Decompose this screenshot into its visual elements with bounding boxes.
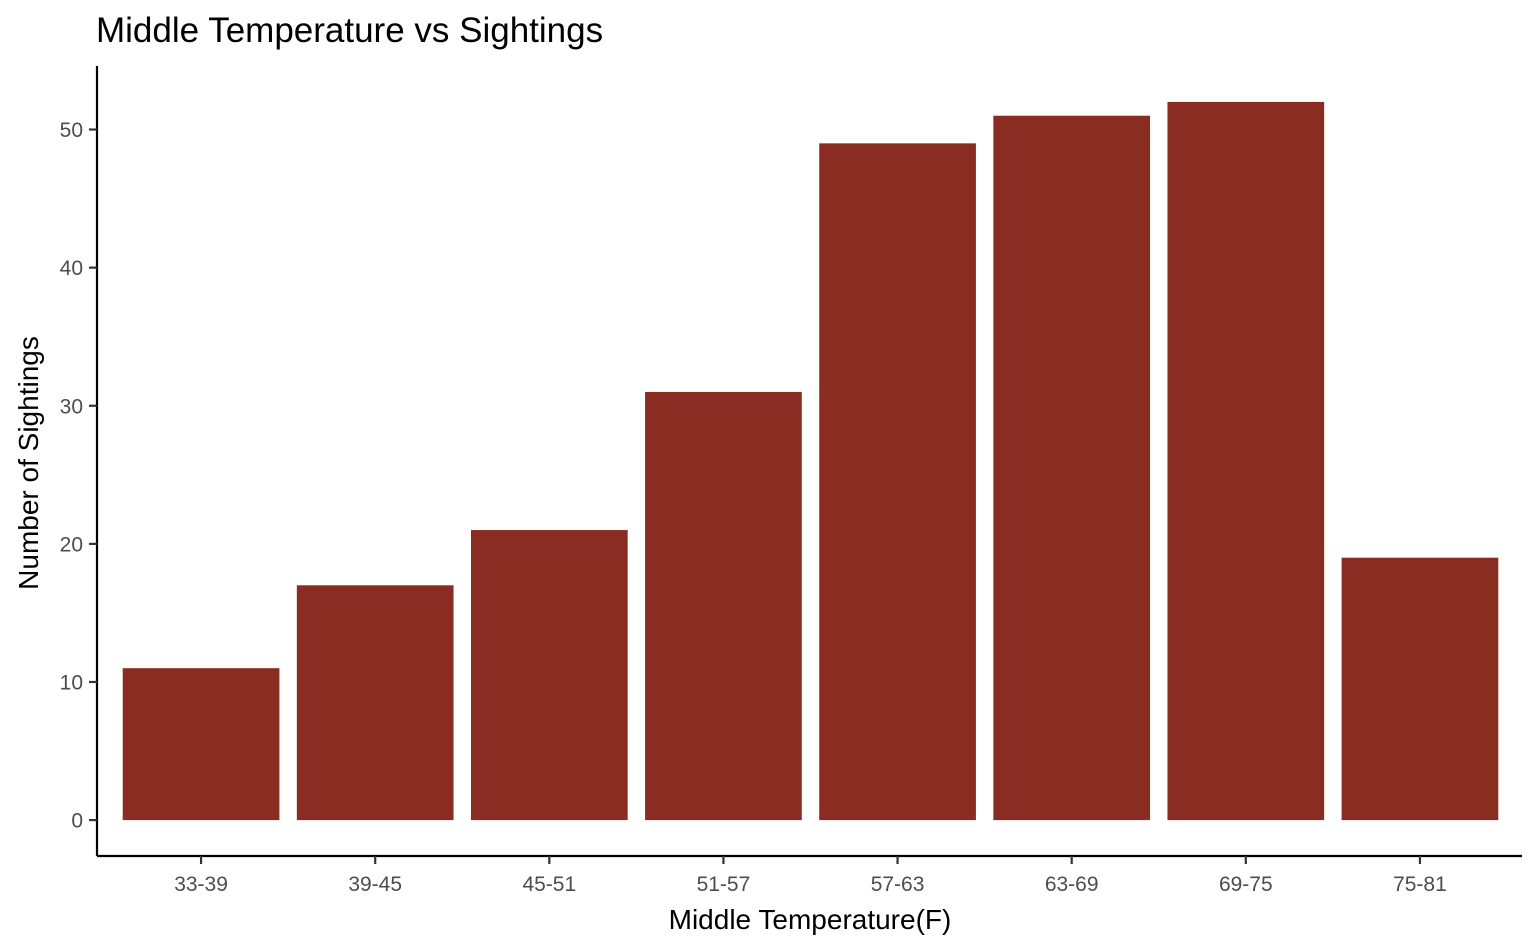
bar-39-45: [296, 585, 454, 821]
x-tick-label: 39-45: [348, 873, 402, 896]
x-tick-label: 45-51: [522, 873, 576, 896]
x-tick-label: 51-57: [697, 873, 751, 896]
chart-title: Middle Temperature vs Sightings: [96, 11, 603, 50]
y-axis-title: Number of Sightings: [13, 336, 44, 590]
y-tick-label: 30: [60, 395, 83, 418]
bar-57-63: [819, 143, 976, 821]
x-tick-label: 63-69: [1045, 873, 1099, 896]
bar-45-51: [470, 530, 628, 821]
y-axis: 0 10 20 30 40 50: [60, 66, 99, 856]
x-axis: 33-39 39-45 45-51 51-57 57-63 63-69 69-75 75-81: [97, 854, 1522, 896]
bar-69-75: [1167, 101, 1325, 821]
bar-33-39: [122, 668, 280, 821]
x-tick-label: 57-63: [871, 873, 925, 896]
y-tick-label: 20: [60, 533, 83, 556]
x-tick-label: 75-81: [1393, 873, 1447, 896]
y-tick-label: 0: [71, 810, 83, 833]
x-tick-label: 33-39: [174, 873, 228, 896]
x-axis-title: Middle Temperature(F): [669, 904, 952, 935]
y-tick-label: 50: [60, 119, 83, 142]
x-tick-label: 69-75: [1219, 873, 1273, 896]
bars-group: [122, 101, 1499, 821]
y-tick-label: 40: [60, 257, 83, 280]
y-tick-label: 10: [60, 671, 83, 694]
bar-51-57: [645, 391, 802, 821]
bar-75-81: [1341, 557, 1499, 821]
bar-63-69: [993, 115, 1151, 821]
